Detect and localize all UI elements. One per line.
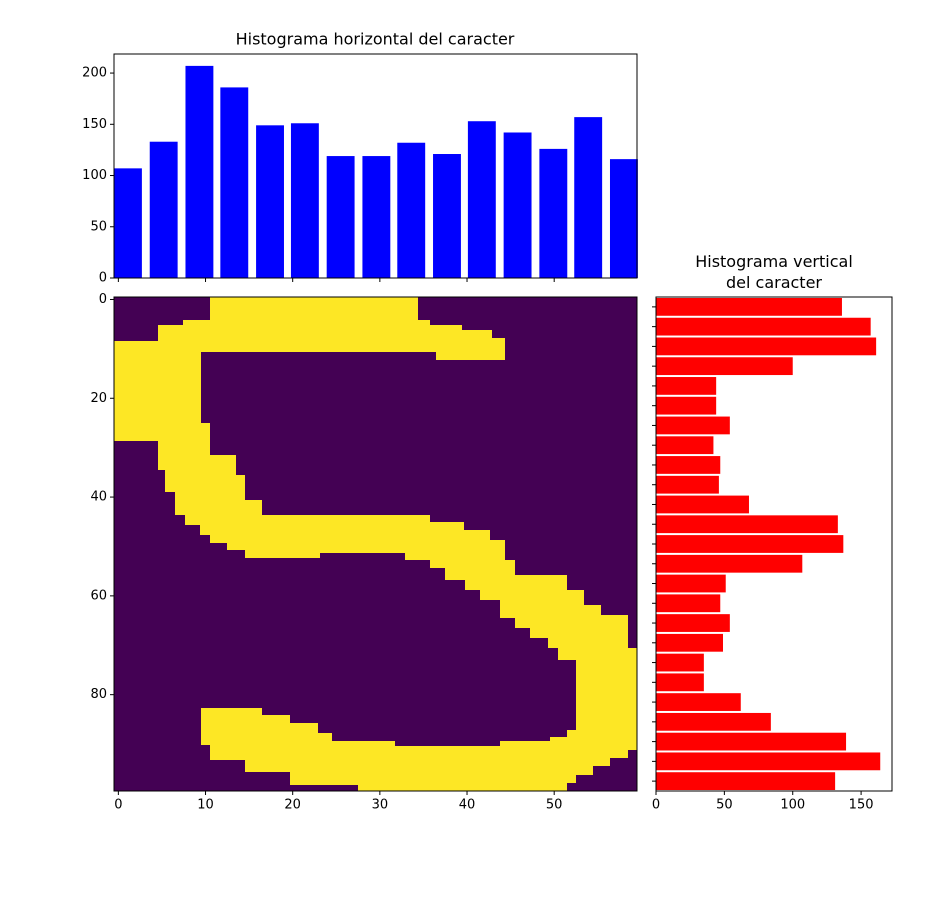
bar [656,495,749,514]
bar [656,456,721,474]
axes-frame [113,53,638,279]
bar [290,123,319,278]
axes-frame [655,296,893,792]
y-tick-label: 80 [90,687,107,702]
top-title: Histograma horizontal del caracter [236,30,515,49]
x-tick-label: 50 [546,798,563,813]
bar [656,416,730,435]
bar [656,535,844,553]
bar [656,515,838,534]
bar [656,396,717,415]
bar [656,377,717,395]
x-tick-label: 40 [459,798,476,813]
x-tick-label: 30 [372,798,389,813]
bar [609,159,638,278]
y-tick-label: 0 [99,271,107,286]
bar [433,154,461,278]
y-tick-label: 40 [90,490,107,505]
x-tick-label: 0 [114,798,122,813]
image [114,297,637,791]
y-tick-label: 0 [99,292,107,307]
bar [149,141,178,278]
bar [326,156,355,278]
y-tick-label: 200 [82,66,107,81]
character-stroke [114,297,637,791]
y-tick-label: 20 [90,391,107,406]
y-tick-label: 100 [82,168,107,183]
bar [656,653,704,672]
bar [397,142,426,278]
bar [656,574,726,593]
bar [656,673,704,692]
bar [503,132,532,278]
x-tick-label: 20 [284,798,301,813]
bar [656,297,842,316]
bar [656,633,723,652]
bar [256,125,284,278]
right-title: Histograma vertical del caracter [695,252,853,292]
bar [656,317,871,336]
bar [656,693,741,711]
bar [656,594,721,613]
x-tick-label: 50 [716,798,733,813]
x-tick-label: 150 [849,798,874,813]
y-tick-label: 150 [82,117,107,132]
bar [656,712,771,731]
bar [114,168,142,278]
bar [656,337,877,356]
x-tick-label: 100 [780,798,805,813]
bar [656,357,793,376]
y-tick-label: 60 [90,588,107,603]
bar [656,554,803,573]
bar [656,614,730,632]
bar [656,436,714,455]
bar [539,148,568,278]
bar [656,732,847,751]
y-tick-label: 50 [90,219,107,234]
axes-frame [113,296,638,792]
bar [220,87,249,278]
bar [656,772,836,791]
x-tick-label: 10 [197,798,214,813]
bar [467,121,496,279]
x-tick-label: 0 [652,798,660,813]
bar [656,475,719,494]
bar [185,65,214,278]
bar [656,752,881,771]
bar [362,156,391,278]
bar [574,117,603,279]
